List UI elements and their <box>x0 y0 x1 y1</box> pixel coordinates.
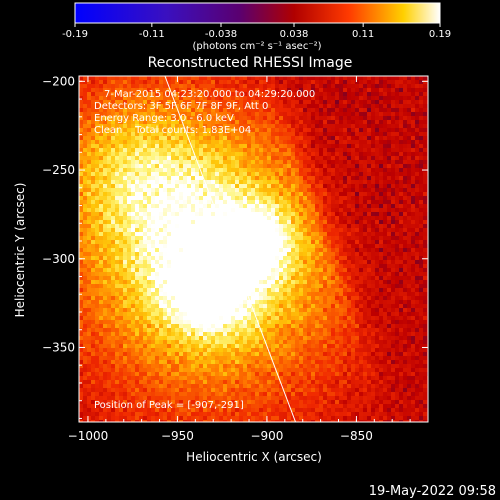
footer-timestamp: 19-May-2022 09:58 <box>369 484 496 499</box>
x-tick-label: −900 <box>250 429 283 443</box>
annotation-clean-counts: Clean Total counts: 1.83E+04 <box>94 125 251 136</box>
y-tick-label: −250 <box>42 163 75 177</box>
y-tick-label: −200 <box>42 74 75 88</box>
colorbar-gradient <box>74 2 441 24</box>
annotation-energy-range: Energy Range: 3.0 - 6.0 keV <box>94 113 234 124</box>
annotation-time-range: 7-Mar-2015 04:23:20.000 to 04:29:20.000 <box>104 89 315 100</box>
colorbar-tick-label: 0.11 <box>352 29 374 40</box>
colorbar-unit-label: (photons cm⁻² s⁻¹ asec⁻²) <box>192 41 321 52</box>
plot-frame <box>78 75 429 423</box>
y-axis-label: Heliocentric Y (arcsec) <box>13 183 27 318</box>
x-axis-label: Heliocentric X (arcsec) <box>186 450 322 464</box>
annotation-peak-position: Position of Peak = [-907,-291] <box>94 400 244 411</box>
x-tick-label: −950 <box>161 429 194 443</box>
colorbar: -0.19 -0.11 -0.038 0.038 0.11 0.19 (photons c… <box>62 2 451 52</box>
colorbar-tick-label: -0.11 <box>139 29 165 40</box>
heatmap-image <box>79 76 428 422</box>
colorbar-tick-label: 0.19 <box>429 29 451 40</box>
annotation-detectors: Detectors: 3F 5F 6F 7F 8F 9F, Att 0 <box>94 101 268 112</box>
x-tick-label: −850 <box>340 429 373 443</box>
x-tick-label: −1000 <box>68 429 109 443</box>
y-axis: −200 −250 −300 −350 <box>42 74 428 419</box>
chart-title: Reconstructed RHESSI Image <box>148 55 353 71</box>
y-tick-label: −300 <box>42 252 75 266</box>
colorbar-tick-label: -0.19 <box>62 29 88 40</box>
x-axis: −1000 −950 −900 −850 <box>68 76 411 443</box>
y-tick-label: −350 <box>42 340 75 354</box>
solar-limb-line <box>164 76 297 422</box>
colorbar-tick-label: 0.038 <box>280 29 309 40</box>
colorbar-tick-label: -0.038 <box>205 29 237 40</box>
